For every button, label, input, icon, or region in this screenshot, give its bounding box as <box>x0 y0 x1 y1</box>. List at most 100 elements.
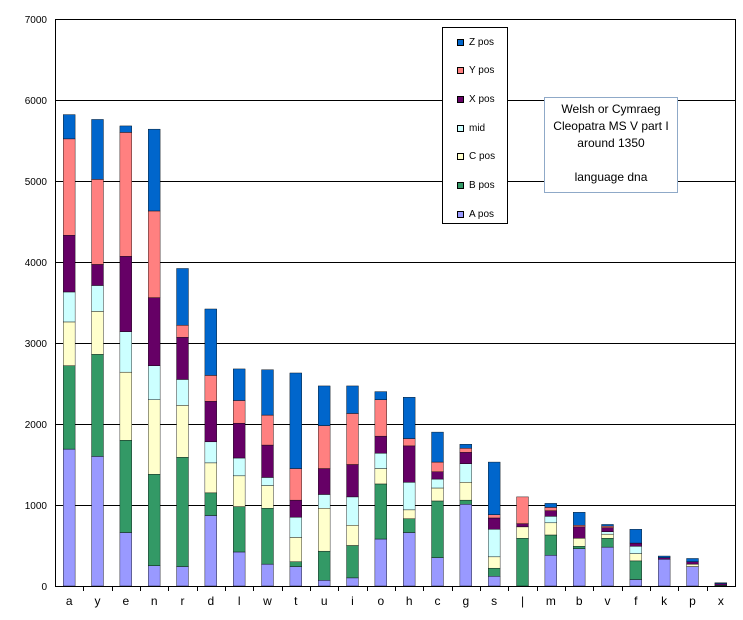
bar-segment <box>431 487 444 502</box>
bar-segment <box>63 448 76 587</box>
bar-segment <box>658 555 671 558</box>
bar-segment <box>233 475 246 507</box>
y-tick-label: 1000 <box>25 501 48 512</box>
bar-segment <box>261 508 274 565</box>
bar-segment <box>204 462 217 494</box>
bar-segment <box>63 321 76 366</box>
bar-segment <box>119 532 132 587</box>
annotation-line-5: language dna <box>574 170 648 184</box>
bar-segment <box>629 579 642 587</box>
bar-segment <box>459 452 472 464</box>
bar-segment <box>629 542 642 547</box>
bar-segment <box>629 553 642 562</box>
bar-segment <box>204 375 217 402</box>
bar-segment <box>544 507 557 511</box>
legend-swatch <box>457 67 464 75</box>
bar-segment <box>91 285 104 312</box>
bar-segment <box>403 518 416 533</box>
bar-segment <box>63 291 76 323</box>
annotation-line-2: Cleopatra MS V part I <box>553 119 669 133</box>
bar-segment <box>176 379 189 406</box>
bar-segment <box>148 399 161 475</box>
bar-segment <box>289 372 302 469</box>
bar-segment <box>119 125 132 133</box>
bar-segment <box>374 452 387 469</box>
legend-item: Z pos <box>443 35 494 49</box>
x-tick-label: w <box>262 594 272 608</box>
bar-segment <box>346 525 359 546</box>
legend-swatch <box>457 95 464 103</box>
bar-segment <box>318 508 331 552</box>
bar-segment <box>63 365 76 450</box>
bar-segment <box>601 531 614 535</box>
x-tick-label: v <box>605 594 611 608</box>
bar-segment <box>318 494 331 509</box>
bar-segment <box>459 482 472 501</box>
bar-segment <box>544 534 557 556</box>
y-tick-label: 3000 <box>25 339 48 350</box>
bar-segment <box>431 557 444 587</box>
legend-swatch <box>457 153 464 161</box>
x-tick-label: c <box>435 594 441 608</box>
bar-segment <box>176 566 189 587</box>
legend-label: B pos <box>469 180 495 191</box>
x-tick-label: a <box>66 594 73 608</box>
bar-segment <box>91 456 104 587</box>
bar-segment <box>544 555 557 587</box>
bar-segment <box>488 517 501 530</box>
bar-segment <box>119 256 132 332</box>
bar-segment <box>629 560 642 580</box>
bar-segment <box>318 425 331 469</box>
bar-segment <box>346 413 359 465</box>
bar-segment <box>148 565 161 587</box>
legend-swatch <box>457 38 464 46</box>
bar-segment <box>233 400 246 424</box>
bar-segment <box>714 582 727 584</box>
bar-segment <box>403 532 416 587</box>
bar-segment <box>601 524 614 527</box>
bar-segment <box>91 119 104 180</box>
bar-segment <box>686 566 699 587</box>
bar-segment <box>289 566 302 587</box>
bar-segment <box>318 385 331 426</box>
bar-segment <box>601 527 614 532</box>
bar-segment <box>601 533 614 539</box>
bar-segment <box>374 538 387 587</box>
y-tick-label: 5000 <box>25 177 48 188</box>
legend-label: A pos <box>469 208 495 220</box>
bar-segment <box>261 414 274 446</box>
bar-segment <box>374 435 387 454</box>
bar-segment <box>63 114 76 140</box>
annotation-line-4 <box>545 152 677 169</box>
legend-label: mid <box>469 122 486 134</box>
bar-segment <box>318 580 331 587</box>
x-tick-label: s <box>491 594 497 608</box>
bar-segment <box>488 514 501 519</box>
bar-segment <box>233 551 246 587</box>
bar-segment <box>148 365 161 400</box>
bar-segment <box>233 506 246 553</box>
bar-segment <box>289 499 302 518</box>
bar-segment <box>261 369 274 416</box>
bar-segment <box>516 523 529 528</box>
bar-segment <box>459 499 472 505</box>
chart-annotation-box: Welsh or Cymraeg Cleopatra MS V part I a… <box>544 97 678 193</box>
bar-segment <box>289 468 302 501</box>
bar-segment <box>573 525 586 528</box>
bar-segment <box>544 510 557 517</box>
x-tick-label: y <box>95 594 101 608</box>
annotation-line-3: around 1350 <box>577 136 645 150</box>
bar-segment <box>346 545 359 579</box>
bar-segment <box>403 438 416 447</box>
bar-segment <box>148 297 161 366</box>
bar-segment <box>573 526 586 539</box>
bar-segment <box>233 422 246 459</box>
bar-segment <box>488 576 501 587</box>
x-tick-label: m <box>546 594 556 608</box>
legend-item: C pos <box>443 150 495 164</box>
bar-segment <box>148 210 161 298</box>
bar-segment <box>431 500 444 558</box>
bar-segment <box>289 561 302 567</box>
bar-segment <box>629 546 642 554</box>
